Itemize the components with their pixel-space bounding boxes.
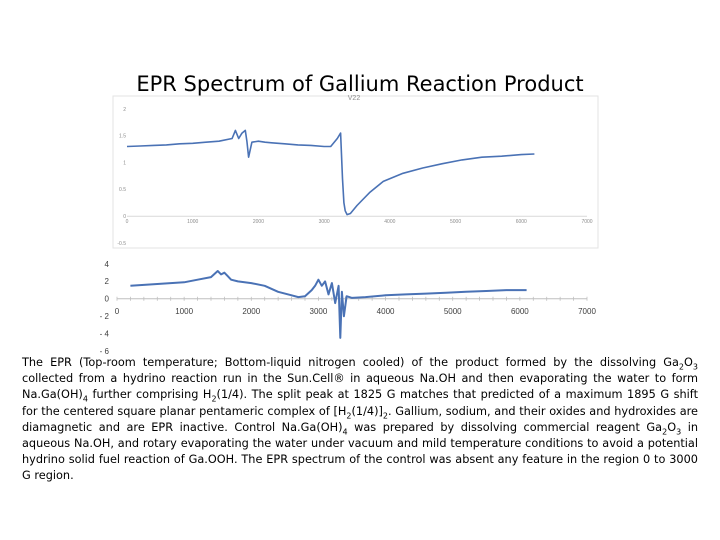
caption-subscript: 4 xyxy=(82,394,88,404)
top-chart-y-tick-label: 2 xyxy=(123,107,126,113)
bottom-chart-x-tick-label: 3000 xyxy=(310,307,328,316)
figure-caption: The EPR (Top-room temperature; Bottom-li… xyxy=(22,355,698,485)
bottom-chart-x-tick-label: 0 xyxy=(115,307,120,316)
bottom-chart-y-tick-label: 2 xyxy=(105,277,110,286)
bottom-chart-x-tick-label: 2000 xyxy=(242,307,260,316)
top-chart-y-tick-label: 0.5 xyxy=(119,187,126,193)
page-title: EPR Spectrum of Gallium Reaction Product xyxy=(136,72,584,96)
top-chart-y-tick-label: 1.5 xyxy=(119,134,126,140)
caption-subscript: 2 xyxy=(382,410,388,420)
caption-subscript: 4 xyxy=(342,427,348,437)
bottom-chart-y-tick-label: - 6 xyxy=(100,347,110,356)
caption-text: collected from a hydrino reaction run in… xyxy=(22,372,698,402)
top-chart-x-tick-label: 6000 xyxy=(516,219,527,225)
top-chart-x-tick-label: 2000 xyxy=(253,219,264,225)
top-chart-axes: 0 1000 2000 3000 4000 5000 6000 7000 2 1.5 1 0.5 0 -0… xyxy=(117,107,592,247)
top-chart-room-temperature: V22 0 1000 2000 3000 4000 5000 6000 7000 2 1.5 1 0.… xyxy=(112,95,599,249)
bottom-chart-y-tick-label: - 2 xyxy=(100,312,110,321)
bottom-chart-liquid-nitrogen: 0 1000 2000 3000 4000 5000 6000 7000 4 2 0 - 2 - 4 - … xyxy=(100,260,597,356)
top-chart-x-tick-label: 7000 xyxy=(581,219,592,225)
caption-text: further comprising H xyxy=(87,388,212,402)
caption-text: was prepared by dissolving commercial re… xyxy=(347,420,663,434)
top-chart-x-tick-label: 4000 xyxy=(384,219,395,225)
caption-subscript: 2 xyxy=(346,410,352,420)
caption-text: in aqueous Na.OH, and rotary evaporating… xyxy=(22,420,698,483)
top-chart-x-tick-label: 5000 xyxy=(450,219,461,225)
bottom-chart-axes: 0 1000 2000 3000 4000 5000 6000 7000 4 2 0 - 2 - 4 - … xyxy=(100,260,597,356)
top-chart-frame xyxy=(112,95,599,249)
top-chart-y-tick-label: 0 xyxy=(123,214,126,220)
bottom-chart-y-tick-label: - 4 xyxy=(100,329,110,338)
caption-text: O xyxy=(684,356,693,369)
caption-text: . Gallium, sodium, and their oxides and … xyxy=(22,404,698,434)
caption-text: (1/4). The split peak at 1825 G matches … xyxy=(22,388,699,418)
bottom-chart-x-tick-label: 6000 xyxy=(511,307,529,316)
bottom-chart-y-tick-label: 0 xyxy=(105,295,110,304)
bottom-chart-series-line xyxy=(130,270,527,339)
caption-text: The EPR (Top-room temperature; Bottom-li… xyxy=(22,356,679,369)
top-chart-y-tick-label: 1 xyxy=(123,160,126,166)
caption-subscript: 2 xyxy=(662,427,668,437)
bottom-chart-x-tick-label: 4000 xyxy=(377,307,395,316)
caption-subscript: 2 xyxy=(678,362,684,372)
top-chart-series-line xyxy=(126,129,535,216)
top-chart-plot-area xyxy=(126,129,535,216)
top-chart-y-tick-label: -0.5 xyxy=(117,241,126,247)
caption-subscript: 3 xyxy=(676,427,682,437)
bottom-chart-x-tick-label: 1000 xyxy=(175,307,193,316)
bottom-chart-x-tick-label: 5000 xyxy=(444,307,462,316)
bottom-chart-plot-area xyxy=(130,270,527,339)
top-chart-x-tick-label: 0 xyxy=(126,219,129,225)
caption-subscript: 3 xyxy=(692,362,698,372)
top-chart-x-tick-label: 3000 xyxy=(319,219,330,225)
top-chart-title: V22 xyxy=(348,95,361,102)
caption-text: (1/4)] xyxy=(351,404,383,418)
bottom-chart-x-tick-label: 7000 xyxy=(578,307,596,316)
caption-text: O xyxy=(667,420,677,434)
top-chart-x-tick-label: 1000 xyxy=(187,219,198,225)
caption-subscript: 2 xyxy=(211,394,217,404)
bottom-chart-y-tick-label: 4 xyxy=(105,260,110,269)
